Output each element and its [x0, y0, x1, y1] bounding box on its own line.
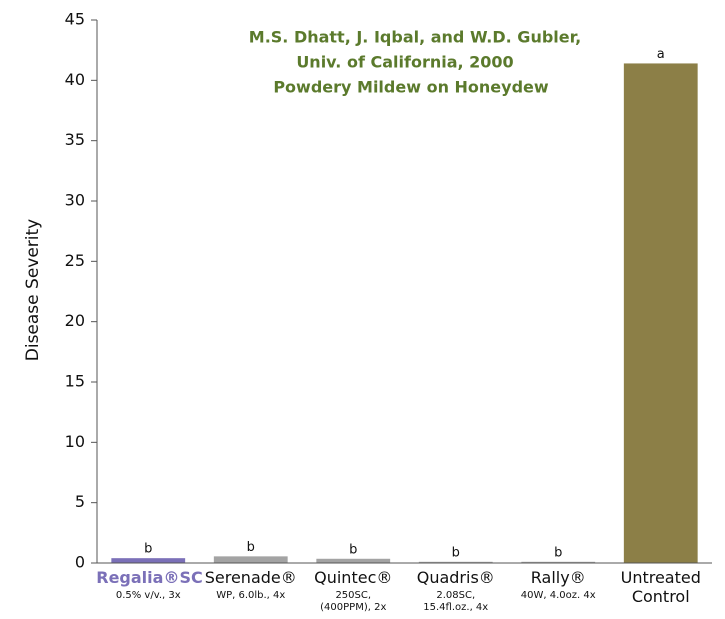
bar — [521, 561, 596, 563]
group-letter: b — [554, 545, 562, 560]
title-line: M.S. Dhatt, J. Iqbal, and W.D. Gubler, — [249, 28, 581, 47]
x-sub-label: 0.5% v/v., 3x — [115, 590, 181, 601]
x-sub-label: 250SC, (400PPM), 2x — [320, 590, 387, 613]
title-line: Univ. of California, 2000 — [296, 53, 513, 72]
bar — [418, 561, 493, 563]
x-sub-label: 40W, 4.0oz. 4x — [520, 590, 596, 601]
bar — [213, 556, 288, 563]
y-tick-label: 15 — [65, 372, 85, 391]
x-tick-label: Quadris® — [416, 568, 495, 587]
x-tick-label: Serenade® — [204, 568, 297, 587]
x-tick-label: Untreated Control — [620, 568, 701, 606]
y-tick-label: 30 — [65, 191, 85, 210]
y-tick-label: 35 — [65, 130, 85, 149]
bar — [111, 558, 186, 563]
y-tick-label: 0 — [75, 553, 85, 572]
bar — [316, 558, 391, 563]
y-tick-label: 45 — [65, 10, 85, 29]
x-sub-label: WP, 6.0lb., 4x — [216, 590, 286, 601]
bar — [623, 63, 698, 563]
x-sub-label: 2.08SC, 15.4fl.oz., 4x — [423, 590, 489, 613]
y-tick-label: 10 — [65, 432, 85, 451]
y-tick-label: 25 — [65, 251, 85, 270]
x-tick-label: Rally® — [530, 568, 586, 587]
x-tick-label: Quintec® — [314, 568, 393, 587]
group-letter: a — [657, 47, 665, 62]
title-line: Powdery Mildew on Honeydew — [273, 78, 549, 97]
y-tick-label: 40 — [65, 70, 85, 89]
group-letter: b — [144, 542, 152, 557]
group-letter: b — [247, 540, 255, 555]
y-tick-label: 20 — [65, 311, 85, 330]
y-axis-label: Disease Severity — [23, 219, 43, 361]
group-letter: b — [452, 545, 460, 560]
y-tick-label: 5 — [75, 492, 85, 511]
x-tick-label: Regalia®SC — [96, 568, 203, 587]
group-letter: b — [349, 542, 357, 557]
